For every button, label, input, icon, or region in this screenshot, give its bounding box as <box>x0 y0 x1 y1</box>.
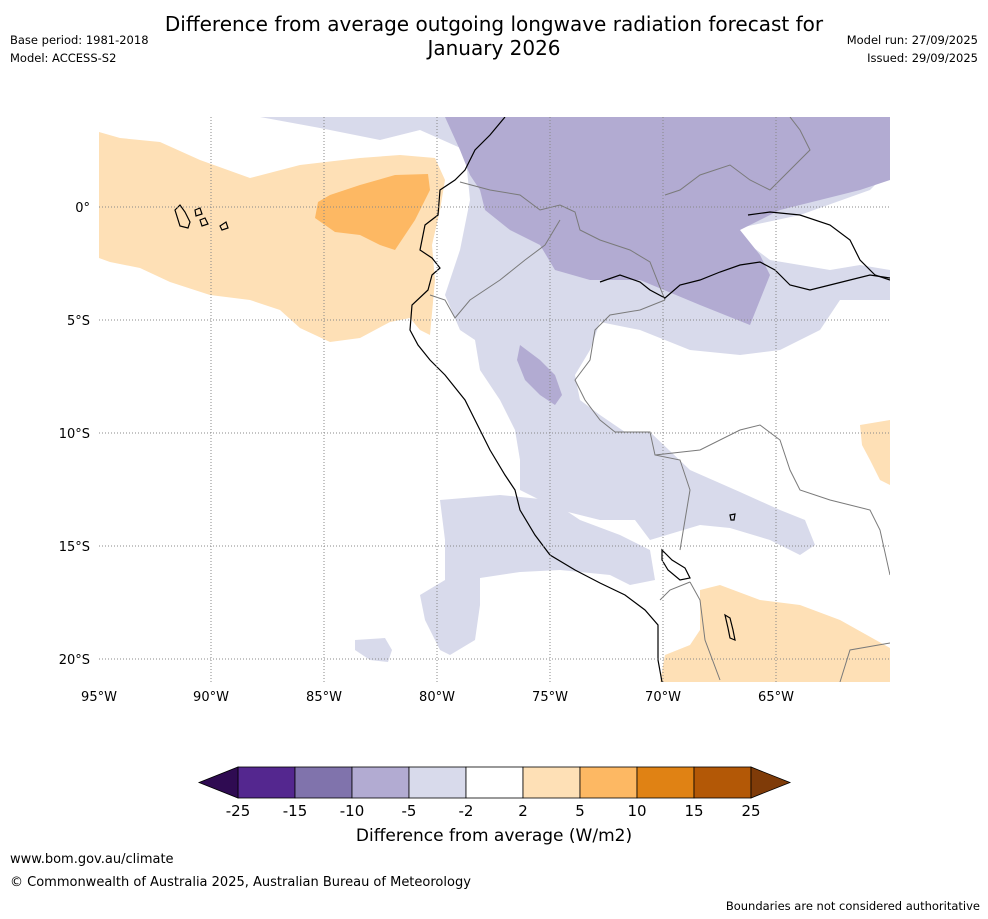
chart-title: Difference from average outgoing longwav… <box>0 12 988 60</box>
footer-url: www.bom.gov.au/climate <box>10 852 174 867</box>
galapagos-island-3 <box>199 217 209 227</box>
title-line-2: January 2026 <box>427 36 561 60</box>
lon-label: 90°W <box>193 690 229 705</box>
lon-label: 95°W <box>81 690 117 705</box>
colorbar-swatch <box>693 766 752 799</box>
anomaly-region-moderate-positive <box>315 174 430 250</box>
colorbar-swatch <box>579 766 638 799</box>
anomaly-region-slight-negative-sw <box>355 638 392 662</box>
colorbar-tick-labels: -25 -15 -10 -5 -2 2 5 10 15 25 <box>226 802 761 820</box>
anomaly-field <box>99 117 890 682</box>
colorbar-title: Difference from average (W/m2) <box>355 826 633 846</box>
colorbar-swatch <box>294 766 353 799</box>
model-name: Model: ACCESS-S2 <box>10 51 117 65</box>
colorbar-extend-low <box>197 766 239 799</box>
anomaly-region-slight-positive-west <box>99 132 445 342</box>
colorbar-swatch <box>237 766 296 799</box>
galapagos-island-2 <box>194 207 203 217</box>
footer-disclaimer: Boundaries are not considered authoritat… <box>725 899 980 913</box>
colorbar-tick-label: -25 <box>226 802 251 820</box>
colorbar-swatches <box>197 766 792 799</box>
colorbar-tick-label: 2 <box>518 802 528 820</box>
boundary-bolivia-chile-argentina <box>689 581 721 681</box>
colorbar-tick-label: -15 <box>283 802 308 820</box>
lat-label: 5°S <box>67 314 90 329</box>
lake-small-1 <box>729 513 736 521</box>
boundary-ecuador-peru <box>429 219 561 319</box>
country-boundaries <box>429 117 890 682</box>
colorbar-swatch <box>351 766 410 799</box>
coastline-caribbean <box>599 261 890 299</box>
meta-left: Base period: 1981-2018 Model: ACCESS-S2 <box>10 31 149 67</box>
title-line-1: Difference from average outgoing longwav… <box>164 12 824 36</box>
coastline-pacific <box>409 117 663 682</box>
lon-label: 70°W <box>645 690 681 705</box>
axis-labels: 95°W 90°W 85°W 80°W 75°W 70°W 65°W 0° 5°… <box>59 201 794 705</box>
colorbar-extend-high <box>750 766 792 799</box>
colorbar-tick-label: 15 <box>684 802 703 820</box>
coastlines <box>174 117 890 682</box>
colorbar-swatch <box>408 766 467 799</box>
lon-label: 80°W <box>419 690 455 705</box>
anomaly-region-slight-positive-east <box>860 420 890 485</box>
colorbar-tick-label: -10 <box>340 802 365 820</box>
boundary-brazil-paraguay <box>839 642 890 682</box>
colorbar-swatch <box>465 766 524 799</box>
lon-label: 75°W <box>532 690 568 705</box>
anomaly-region-moderate-negative <box>445 117 890 325</box>
colorbar-tick-label: 25 <box>741 802 760 820</box>
colorbar-tick-label: -2 <box>459 802 474 820</box>
lat-label: 10°S <box>59 427 90 442</box>
galapagos-island-1 <box>174 204 191 229</box>
anomaly-region-slight-positive-south <box>660 585 890 682</box>
anomaly-region-moderate-negative-inland <box>517 345 562 405</box>
anomaly-region-slight-negative-south <box>420 495 655 655</box>
lat-label: 20°S <box>59 653 90 668</box>
colorbar-swatch <box>522 766 581 799</box>
colorbar-tick-label: 5 <box>575 802 585 820</box>
boundary-colombia-ecuador <box>459 181 666 301</box>
colorbar-swatch <box>636 766 695 799</box>
colorbar-tick-label: -5 <box>402 802 417 820</box>
model-run-date: Model run: 27/09/2025 <box>846 33 978 47</box>
boundary-peru-brazil <box>574 299 691 551</box>
boundary-colombia-venezuela <box>664 117 811 196</box>
base-period: Base period: 1981-2018 <box>10 33 149 47</box>
lon-label: 85°W <box>306 690 342 705</box>
galapagos-island-4 <box>219 221 229 231</box>
colorbar: -25 -15 -10 -5 -2 2 5 10 15 25 <box>197 766 792 820</box>
gridlines <box>99 117 890 682</box>
colorbar-tick-label: 10 <box>627 802 646 820</box>
boundary-bolivia-brazil <box>654 424 890 576</box>
lon-label: 65°W <box>758 690 794 705</box>
lat-label: 0° <box>75 201 90 216</box>
boundary-peru-chile <box>659 581 691 601</box>
meta-right: Model run: 27/09/2025 Issued: 29/09/2025 <box>847 31 978 67</box>
coastline-amazon <box>747 211 890 281</box>
issued-date: Issued: 29/09/2025 <box>867 51 978 65</box>
footer-copyright: © Commonwealth of Australia 2025, Austra… <box>10 875 471 890</box>
lat-label: 15°S <box>59 540 90 555</box>
lake-small-2 <box>724 613 736 641</box>
